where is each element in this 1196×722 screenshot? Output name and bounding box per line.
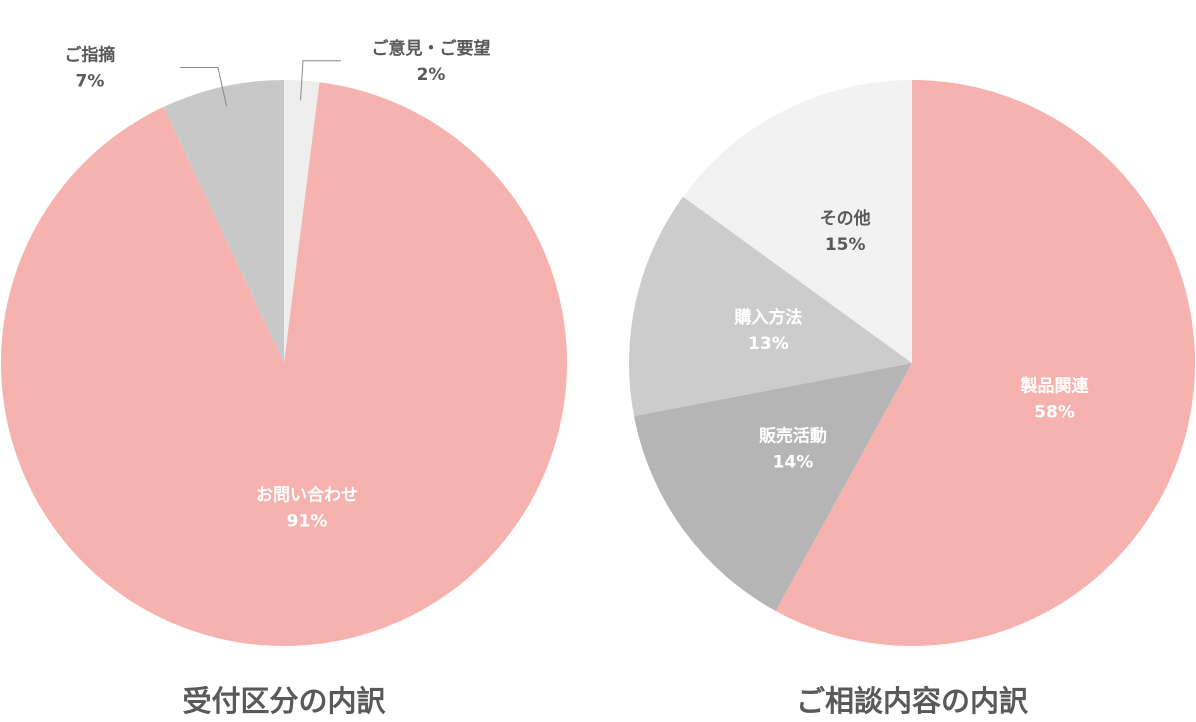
pie-slice [683, 80, 912, 363]
pie-slice [775, 80, 1196, 646]
slice-label: その他 [820, 208, 871, 229]
slice-value: 13% [748, 334, 789, 354]
slice-value: 15% [825, 235, 866, 255]
chart-title: 受付区分の内訳 [182, 684, 386, 718]
pie-slice [634, 363, 912, 611]
slice-value: 58% [1034, 403, 1075, 423]
slice-label: 製品関連 [1020, 376, 1090, 397]
slice-value: 7% [76, 71, 105, 91]
slice-label: ご意見・ご要望 [372, 38, 491, 59]
slice-value: 2% [417, 65, 446, 85]
slice-label: 購入方法 [734, 307, 802, 328]
slice-value: 14% [773, 452, 814, 472]
chart-title: ご相談内容の内訳 [796, 684, 1029, 718]
slice-label: お問い合わせ [256, 484, 358, 505]
slice-label: 販売活動 [759, 425, 827, 446]
slice-label: ご指摘 [64, 44, 115, 65]
slice-value: 91% [287, 511, 328, 531]
pie-slice [163, 80, 284, 363]
pie-slice [284, 80, 320, 363]
pie-slice [1, 82, 568, 646]
pie-slice [629, 196, 912, 417]
leader-line [179, 66, 228, 107]
leader-line [300, 60, 342, 101]
